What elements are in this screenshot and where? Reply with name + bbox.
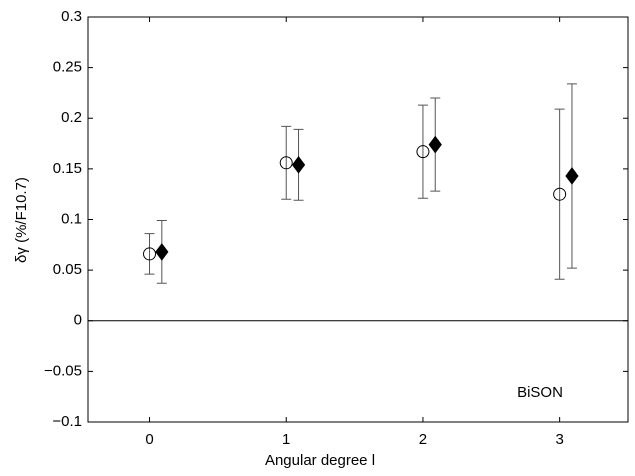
y-tick-label: 0 [74,312,82,329]
y-tick-label: 0.2 [61,109,82,126]
point [291,155,306,174]
point [279,156,293,170]
y-tick-label: −0.1 [52,413,82,430]
point [428,135,442,154]
point [143,247,157,261]
point [155,243,169,261]
point [416,145,430,159]
error-bar [281,125,292,200]
x-tick-label: 1 [282,431,290,448]
x-axis-label: Angular degree l [265,452,375,469]
x-tick-label: 2 [419,431,427,448]
y-tick-label: 0.25 [53,59,82,76]
y-axis-label: δγ (%/F10.7) [13,177,30,263]
x-tick-label: 0 [145,431,153,448]
y-tick-label: 0.05 [53,261,82,278]
y-tick-label: 0.1 [61,210,82,227]
y-tick-label: 0.3 [61,8,82,25]
point [565,167,579,185]
annotation: BiSON [517,384,563,401]
y-tick-label: −0.05 [44,362,82,379]
error-bar [144,233,155,275]
x-tick-label: 3 [555,431,563,448]
y-tick-label: 0.15 [53,160,82,177]
point [553,187,567,201]
error-bar [554,108,565,280]
error-bar [417,104,428,199]
